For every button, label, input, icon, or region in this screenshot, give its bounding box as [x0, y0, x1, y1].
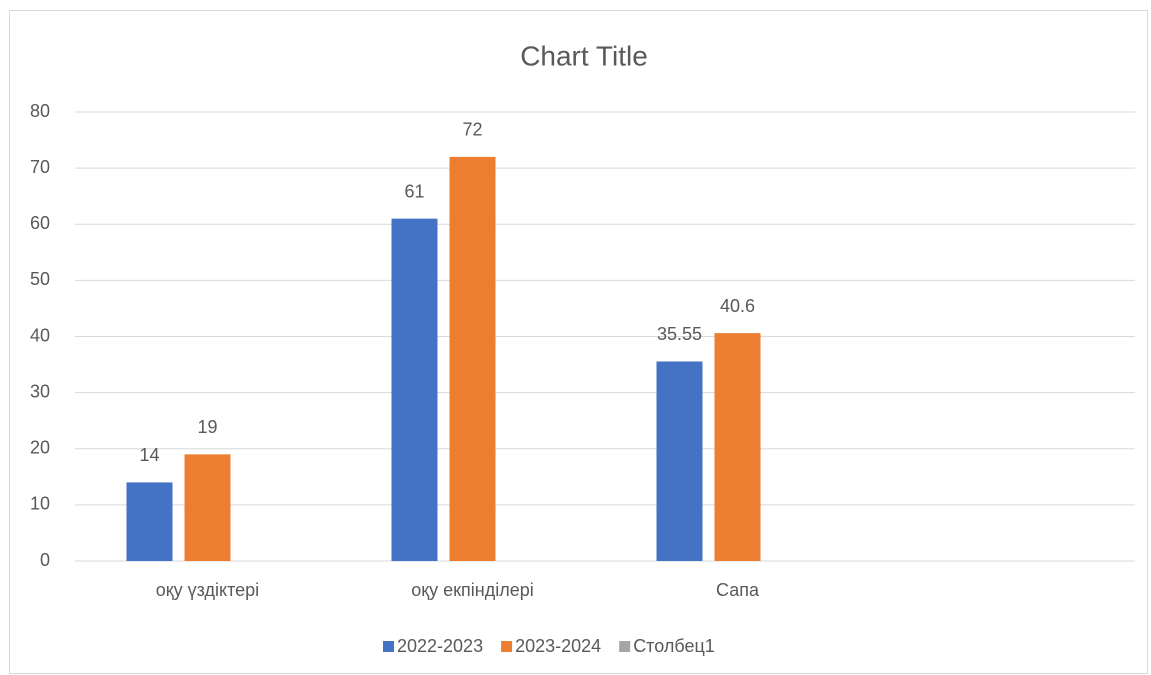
- legend-swatch: [383, 641, 394, 652]
- y-tick-label: 80: [30, 101, 50, 121]
- y-tick-label: 30: [30, 381, 50, 401]
- legend-swatch: [501, 641, 513, 652]
- y-tick-label: 70: [30, 157, 50, 177]
- legend-label: 2023-2024: [515, 636, 601, 656]
- data-label: 61: [404, 181, 424, 201]
- chart-frame: [9, 10, 1148, 674]
- y-tick-label: 40: [30, 325, 50, 345]
- x-tick-label: Сапа: [716, 580, 760, 600]
- y-tick-label: 0: [40, 550, 50, 570]
- bar: [126, 482, 173, 561]
- bar: [656, 361, 703, 561]
- y-tick-label: 10: [30, 494, 50, 514]
- data-label: 40.6: [720, 296, 755, 316]
- bar: [184, 454, 231, 561]
- chart-title: Chart Title: [520, 40, 648, 71]
- y-tick-label: 50: [30, 269, 50, 289]
- legend-label: 2022-2023: [397, 636, 483, 656]
- y-tick-label: 20: [30, 438, 50, 458]
- data-label: 14: [139, 445, 159, 465]
- y-tick-label: 60: [30, 213, 50, 233]
- data-label: 35.55: [657, 324, 702, 344]
- bar: [714, 333, 761, 561]
- bar: [449, 156, 496, 561]
- legend-label: Столбец1: [633, 636, 715, 656]
- data-label: 72: [462, 120, 482, 140]
- x-tick-label: оқу үздіктері: [156, 580, 259, 600]
- x-tick-label: оқу екпінділері: [411, 580, 533, 600]
- data-label: 19: [197, 417, 217, 437]
- legend-swatch: [619, 641, 631, 652]
- bar: [391, 218, 438, 561]
